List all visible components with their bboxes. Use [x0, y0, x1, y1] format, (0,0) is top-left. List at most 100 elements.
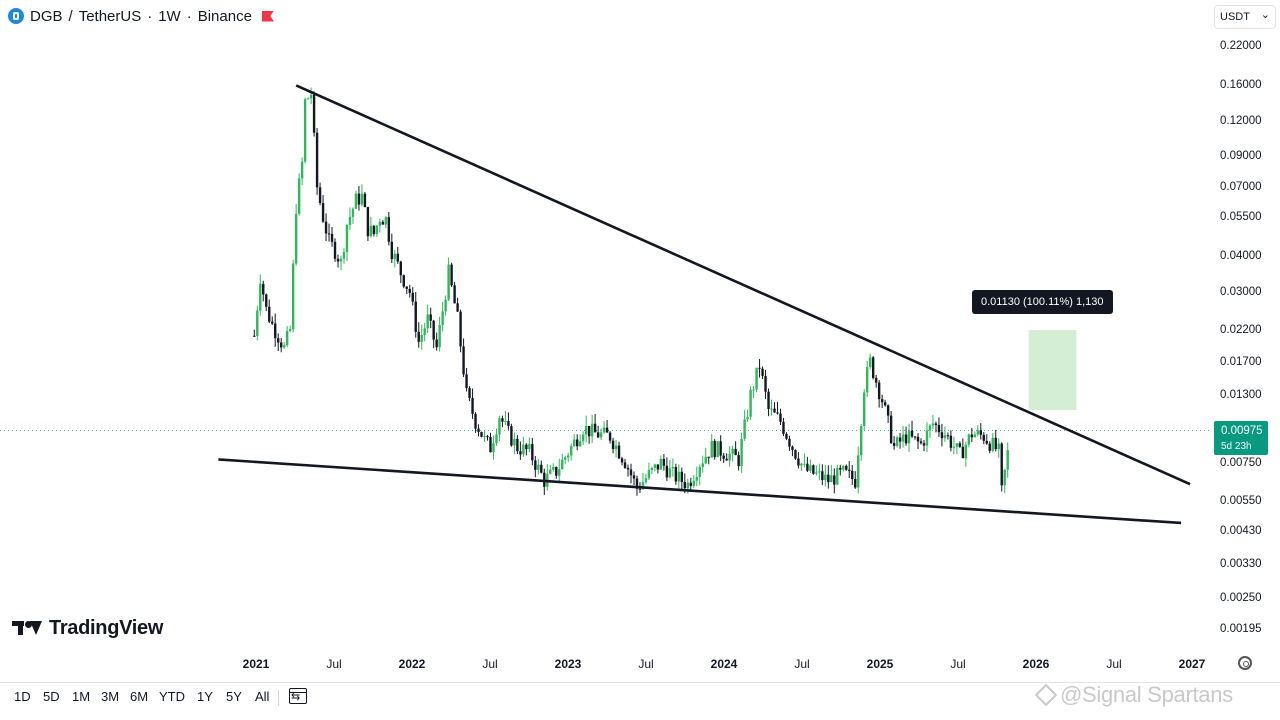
timeframe-button-1y[interactable]: 1Y — [197, 689, 213, 704]
candle-down — [662, 458, 666, 466]
time-tick-label: 2022 — [398, 657, 426, 671]
candle-down — [797, 458, 800, 466]
candle-down — [459, 311, 462, 347]
candle-down — [737, 455, 740, 467]
candle-down — [596, 432, 600, 438]
candle-up — [695, 476, 698, 481]
price-tick-label: 0.09000 — [1220, 150, 1262, 163]
candle-down — [707, 456, 710, 458]
candle-up — [570, 446, 573, 456]
timeframe-button-6m[interactable]: 6M — [130, 689, 149, 704]
timeframe-button-all[interactable]: All — [255, 689, 270, 704]
candle-up — [931, 423, 935, 426]
candle-down — [940, 432, 944, 439]
candle-down — [507, 421, 510, 427]
price-tick-label: 0.00250 — [1220, 592, 1262, 605]
timeframe-button-ytd[interactable]: YTD — [159, 689, 185, 704]
currency-value: USDT — [1220, 11, 1250, 23]
price-tick-label: 0.00330 — [1220, 557, 1262, 570]
candle-up — [809, 465, 812, 471]
candle-down — [387, 217, 391, 242]
candle-up — [300, 161, 304, 179]
candle-down — [587, 425, 591, 437]
candle-down — [979, 430, 982, 435]
candle-up — [907, 430, 911, 444]
candle-down — [827, 474, 830, 483]
price-tick-label: 0.02200 — [1220, 324, 1262, 337]
timeframe-button-1d[interactable]: 1D — [14, 689, 31, 704]
candle-up — [285, 330, 289, 346]
candle-up — [297, 178, 301, 214]
candle-up — [348, 216, 352, 225]
candle-up — [964, 444, 968, 459]
candle-down — [534, 460, 537, 470]
candle-down — [555, 466, 558, 476]
candle-up — [528, 443, 531, 450]
candle-down — [486, 436, 489, 438]
candle-down — [321, 203, 325, 222]
candle-down — [635, 478, 639, 489]
candle-up — [599, 432, 603, 438]
time-tick-label: 2021 — [242, 657, 270, 671]
symbol-name[interactable]: DGB — [30, 7, 63, 25]
candle-down — [402, 275, 405, 287]
descending-resistance-trendline — [295, 84, 1191, 486]
candle-down — [949, 435, 953, 448]
candle-up — [641, 482, 645, 490]
candle-up — [537, 464, 540, 470]
time-tick-label: Jul — [950, 657, 966, 671]
price-tick-label: 0.04000 — [1220, 250, 1262, 263]
candle-down — [982, 434, 985, 441]
candle-down — [785, 433, 788, 439]
timeframe-button-3m[interactable]: 3M — [101, 689, 120, 704]
candle-down — [722, 455, 725, 459]
candle-up — [710, 441, 713, 458]
candle-down — [683, 481, 687, 489]
candle-down — [474, 413, 477, 429]
candle-up — [644, 478, 648, 483]
candle-down — [510, 426, 513, 446]
candle-up — [818, 471, 821, 473]
candle-down — [489, 437, 492, 453]
candle-down — [773, 408, 776, 413]
candle-down — [916, 436, 920, 442]
candle-up — [581, 434, 585, 442]
candle-up — [420, 335, 423, 342]
settings-gear-icon[interactable] — [1238, 656, 1252, 670]
candle-down — [330, 233, 334, 242]
current-price-badge: 0.00975 5d 23h — [1214, 421, 1268, 455]
candle-down — [788, 438, 791, 447]
timeframe-button-5y[interactable]: 5Y — [226, 689, 242, 704]
candle-up — [306, 98, 310, 100]
candle-down — [958, 443, 962, 447]
flag-icon[interactable] — [261, 10, 274, 22]
candle-up — [561, 459, 564, 470]
candle-up — [288, 329, 292, 331]
candle-up — [752, 389, 755, 391]
candle-down — [764, 375, 767, 392]
candle-up — [590, 423, 594, 437]
candle-down — [277, 338, 280, 343]
currency-selector[interactable]: USDT ⌄ — [1214, 5, 1276, 29]
timeframe-button-1m[interactable]: 1M — [72, 689, 91, 704]
candle-down — [324, 221, 328, 234]
tradingview-logo[interactable]: TradingView — [12, 616, 163, 640]
candle-up — [976, 430, 980, 435]
candle-down — [904, 434, 908, 444]
candle-down — [725, 458, 728, 461]
candle-up — [498, 418, 501, 435]
go-to-date-icon[interactable] — [289, 688, 307, 704]
candle-up — [447, 264, 450, 300]
candle-down — [312, 94, 316, 133]
candle-down — [674, 466, 678, 482]
candle-down — [265, 294, 268, 307]
candle-up — [671, 466, 675, 469]
candle-up — [549, 469, 552, 474]
candle-down — [734, 448, 737, 456]
candle-up — [426, 314, 429, 329]
timeframe-button-5d[interactable]: 5D — [43, 689, 60, 704]
candle-up — [513, 438, 516, 446]
candle-down — [501, 418, 504, 422]
interval-label[interactable]: 1W — [158, 7, 181, 25]
